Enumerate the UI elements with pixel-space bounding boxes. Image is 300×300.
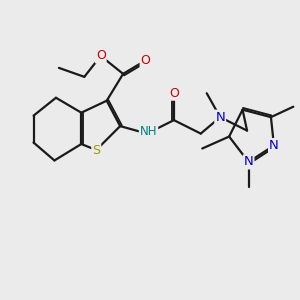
Text: O: O — [169, 87, 179, 100]
Text: N: N — [215, 111, 225, 124]
Text: NH: NH — [140, 125, 157, 138]
Text: N: N — [269, 139, 279, 152]
Text: S: S — [92, 143, 100, 157]
Text: N: N — [244, 155, 254, 168]
Text: O: O — [96, 50, 106, 62]
Text: O: O — [141, 54, 151, 67]
